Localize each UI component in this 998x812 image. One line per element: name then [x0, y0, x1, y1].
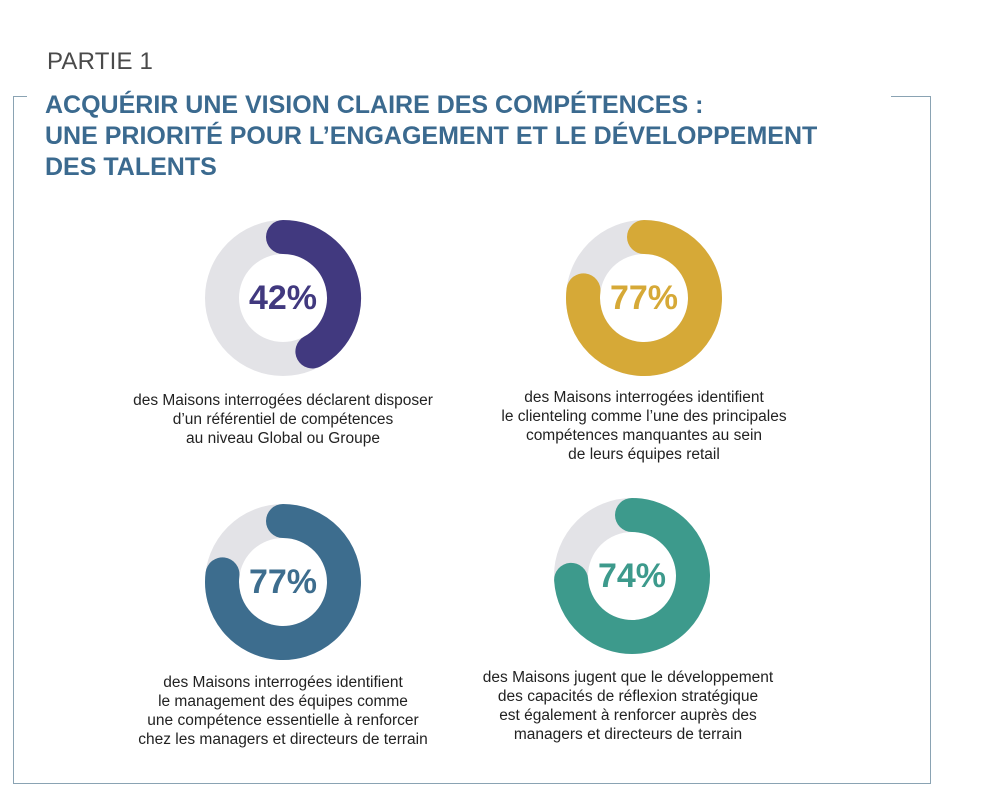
donut-arc-3 — [205, 504, 361, 660]
desc-4-line-2: des capacités de réflexion stratégique — [497, 688, 759, 705]
stat-value-1: 42% — [248, 279, 318, 317]
desc-3-line-3: une compétence essentielle à renforcer — [147, 712, 419, 729]
stat-description-2: des Maisons interrogées identifient le c… — [464, 388, 824, 464]
title-line-3: DES TALENTS — [45, 153, 217, 181]
stat-description-1: des Maisons interrogées déclarent dispos… — [103, 391, 463, 448]
stat-description-3: des Maisons interrogées identifient le m… — [103, 673, 463, 749]
donut-chart-3 — [205, 504, 361, 660]
desc-2-line-3: compétences manquantes au sein — [525, 427, 763, 444]
donut-chart-2 — [566, 220, 722, 376]
desc-4-line-1: des Maisons jugent que le développement — [482, 669, 774, 686]
desc-1-line-3: au niveau Global ou Groupe — [186, 430, 380, 447]
part-label: PARTIE 1 — [47, 48, 154, 75]
content-frame — [13, 96, 931, 784]
title-line-2: UNE PRIORITÉ POUR L’ENGAGEMENT ET LE DÉV… — [45, 122, 818, 150]
desc-3-line-1: des Maisons interrogées identifient — [163, 674, 403, 691]
desc-4-line-4: managers et directeurs de terrain — [513, 726, 743, 743]
stat-value-4: 74% — [597, 557, 667, 595]
desc-2-line-1: des Maisons interrogées identifient — [524, 389, 764, 406]
donut-arc-4 — [554, 498, 710, 654]
desc-3-line-2: le management des équipes comme — [158, 693, 408, 710]
stat-value-3: 77% — [248, 563, 318, 601]
desc-3-line-4: chez les managers et directeurs de terra… — [138, 731, 428, 748]
title-line-1: ACQUÉRIR UNE VISION CLAIRE DES COMPÉTENC… — [45, 91, 704, 119]
page-title: ACQUÉRIR UNE VISION CLAIRE DES COMPÉTENC… — [45, 90, 905, 183]
stat-value-2: 77% — [609, 279, 679, 317]
donut-chart-4 — [554, 498, 710, 654]
stat-description-4: des Maisons jugent que le développement … — [448, 668, 808, 744]
desc-1-line-2: d’un référentiel de compétences — [172, 411, 394, 428]
donut-chart-1 — [205, 220, 361, 376]
frame-top-right-edge — [891, 96, 931, 97]
desc-2-line-4: de leurs équipes retail — [568, 446, 720, 463]
desc-2-line-2: le clienteling comme l’une des principal… — [501, 408, 787, 425]
frame-top-left-edge — [13, 96, 27, 97]
desc-4-line-3: est également à renforcer auprès des — [499, 707, 757, 724]
donut-arc-1 — [266, 220, 361, 369]
desc-1-line-1: des Maisons interrogées déclarent dispos… — [133, 392, 433, 409]
donut-arc-2 — [566, 220, 722, 376]
